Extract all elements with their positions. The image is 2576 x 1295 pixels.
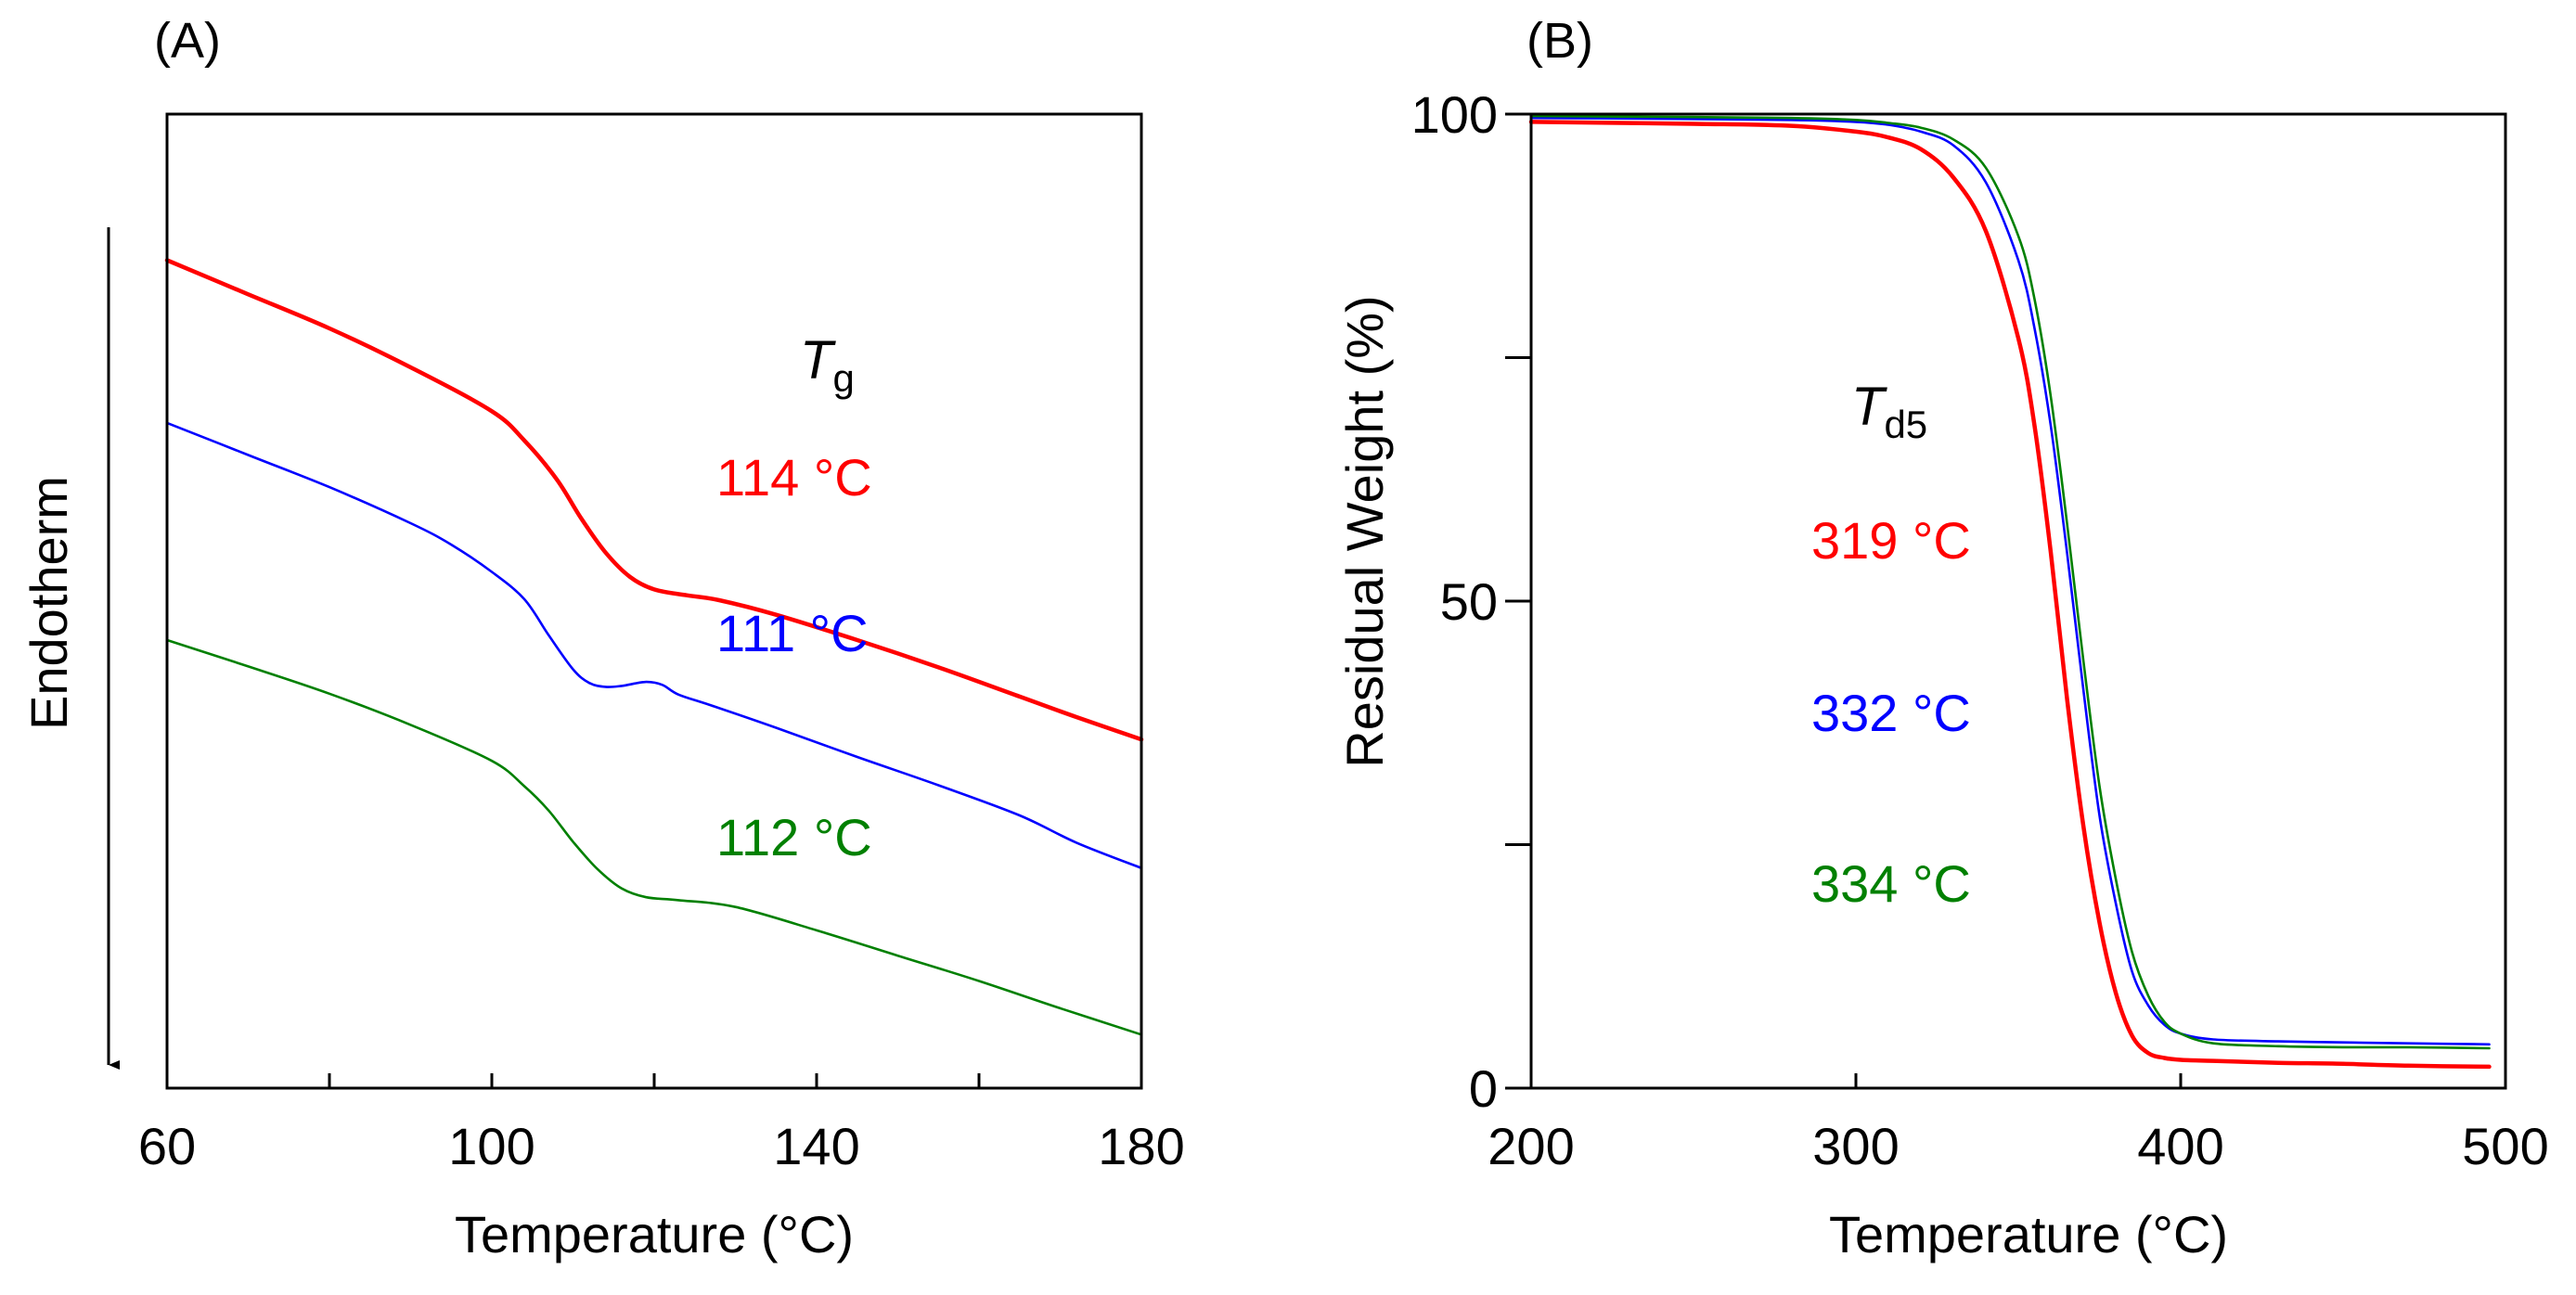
tg-label-red: 114 °C [716,448,872,506]
td5-symbol: T [1851,377,1887,437]
panel-b-xtick-label-500: 500 [2462,1117,2548,1175]
panel-a-label: (A) [154,13,221,69]
panel-b-xlabel: Temperature (°C) [1829,1205,2228,1263]
panel-b-ytick-label-50: 50 [1440,572,1498,631]
panel-b-series-line-1 [1528,120,2492,1070]
td5-label-green: 334 °C [1811,854,1971,913]
panel-b-xtick-label-300: 300 [1812,1117,1899,1175]
panel-a-series-line-3 [165,638,1143,1036]
panel-b-xtick-label-400: 400 [2137,1117,2223,1175]
panel-a-xtick-label-60: 60 [138,1117,196,1175]
panel-a: (A) 60 100 140 180 Temperature (°C) Endothe… [19,13,1185,1263]
panel-a-ylabel: Endotherm [19,476,78,730]
panel-a-xtick-labels: 60 100 140 180 [138,1117,1185,1175]
panel-b-annotation-header: Td5 [1851,377,1927,446]
panel-a-xticks [165,1073,1143,1088]
panel-b: (B) 200 300 400 500 0 50 100 Temperature (°C)… [1335,13,2549,1263]
panel-a-series-line-1 [164,258,1144,742]
panel-a-annotation-header: Tg [800,330,855,400]
panel-a-xtick-label-100: 100 [448,1117,535,1175]
td5-label-red: 319 °C [1811,511,1971,570]
panel-b-xtick-labels: 200 300 400 500 [1488,1117,2548,1175]
td5-label-blue: 332 °C [1811,684,1971,742]
panel-a-xlabel: Temperature (°C) [455,1205,854,1263]
td5-subscript: d5 [1884,403,1927,446]
panel-b-ytick-labels: 0 50 100 [1411,85,1498,1118]
panel-b-ytick-label-100: 100 [1411,85,1498,144]
panel-b-xticks [1529,1073,2507,1088]
panel-a-series [164,258,1144,1036]
panel-a-xtick-label-140: 140 [773,1117,859,1175]
panel-b-series-line-3 [1529,114,2491,1050]
panel-a-series-line-2 [165,421,1143,869]
tg-subscript: g [832,356,854,400]
panel-b-yticks [1505,112,1531,1090]
panel-b-label: (B) [1526,13,1593,69]
panel-b-xtick-label-200: 200 [1488,1117,1574,1175]
panel-b-series [1528,114,2492,1070]
tg-label-blue: 111 °C [716,604,869,662]
panel-b-ytick-label-0: 0 [1469,1059,1498,1118]
tg-label-green: 112 °C [716,808,872,866]
panel-b-ylabel: Residual Weight (%) [1335,295,1394,767]
panel-a-xtick-label-180: 180 [1098,1117,1184,1175]
tg-symbol: T [800,330,836,391]
panel-a-frame [165,112,1143,1090]
panel-b-series-line-2 [1529,116,2491,1046]
